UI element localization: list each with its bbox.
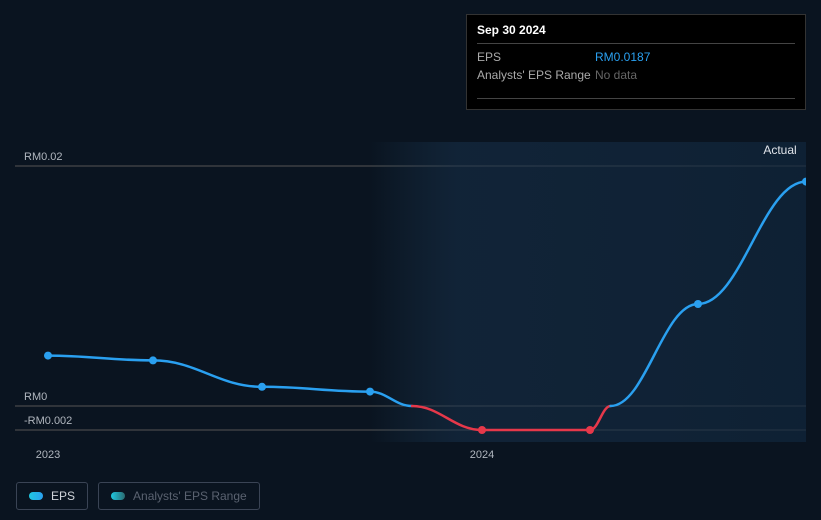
tooltip-row: Analysts' EPS RangeNo data (477, 66, 795, 84)
tooltip-divider (477, 98, 795, 99)
eps-line-positive (48, 356, 412, 406)
tooltip-row-value: No data (595, 68, 795, 82)
data-point[interactable] (586, 426, 594, 434)
y-axis-label: -RM0.002 (24, 415, 72, 427)
actual-label: Actual (763, 143, 796, 157)
legend-item[interactable]: Analysts' EPS Range (98, 482, 260, 510)
data-point[interactable] (478, 426, 486, 434)
legend-swatch (111, 492, 125, 500)
legend-swatch (29, 492, 43, 500)
x-axis-label: 2024 (470, 449, 494, 461)
tooltip-row: EPSRM0.0187 (477, 48, 795, 66)
tooltip-row-label: EPS (477, 50, 595, 64)
y-axis-label: RM0.02 (24, 151, 63, 163)
data-point[interactable] (366, 388, 374, 396)
data-point[interactable] (258, 383, 266, 391)
eps-chart: RM0.02 RM0 -RM0.002 2023 2024 Actual (15, 130, 806, 470)
data-point[interactable] (44, 352, 52, 360)
actual-region-shade (370, 142, 806, 442)
tooltip-row-label: Analysts' EPS Range (477, 68, 595, 82)
tooltip-row-value: RM0.0187 (595, 50, 795, 64)
data-point[interactable] (149, 356, 157, 364)
data-point[interactable] (694, 300, 702, 308)
legend: EPS Analysts' EPS Range (16, 482, 260, 510)
legend-item[interactable]: EPS (16, 482, 88, 510)
chart-tooltip: Sep 30 2024 EPSRM0.0187Analysts' EPS Ran… (466, 14, 806, 110)
x-axis-label: 2023 (36, 449, 60, 461)
y-axis-label: RM0 (24, 391, 47, 403)
chart-svg: RM0.02 RM0 -RM0.002 2023 2024 Actual (15, 130, 806, 470)
legend-label: Analysts' EPS Range (133, 489, 247, 503)
tooltip-date: Sep 30 2024 (477, 23, 795, 44)
legend-label: EPS (51, 489, 75, 503)
